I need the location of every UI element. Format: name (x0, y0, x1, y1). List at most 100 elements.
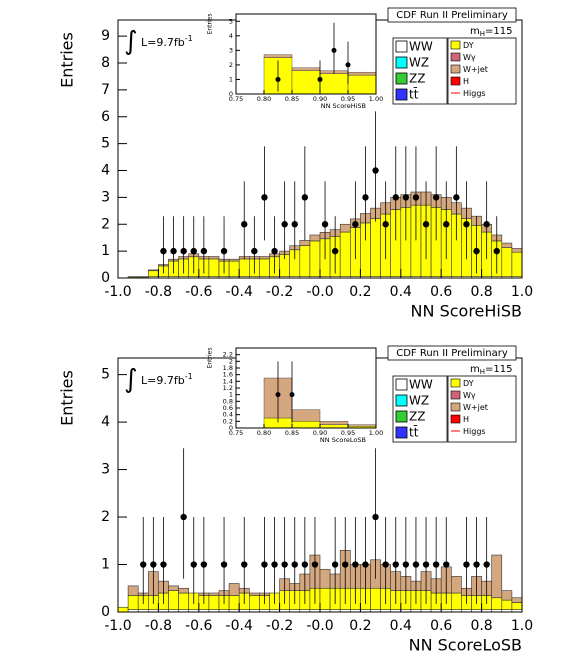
x-tick-label: 0.2 (349, 284, 371, 300)
data-point (317, 76, 323, 82)
x-tick-label: -0.6 (185, 284, 212, 300)
y-tick-label: 3 (229, 46, 233, 54)
data-point (241, 561, 248, 568)
data-point (170, 247, 177, 255)
y-tick-label: 0.8 (223, 397, 233, 405)
histogram-bar (168, 590, 179, 610)
legend-label: H (463, 77, 469, 86)
mass-label: mH=115 (470, 26, 512, 38)
data-point (392, 194, 399, 201)
histogram-bar (319, 421, 349, 425)
mass-sub: H (480, 30, 485, 38)
lumi-base: L=9.7fb (141, 36, 185, 49)
y-tick-label: 2.2 (223, 351, 233, 359)
lumi-sup: -1 (185, 34, 193, 43)
legend-swatch (395, 394, 408, 407)
lumi-base: L=9.7fb (141, 374, 185, 387)
data-point (382, 561, 389, 568)
histogram-bar (370, 587, 381, 610)
x-axis-label: NN ScoreLoSB (409, 636, 522, 655)
y-tick-label: 6 (101, 109, 110, 125)
mass-base: m (470, 26, 480, 37)
data-point (372, 513, 379, 521)
data-point (261, 194, 268, 201)
data-point (352, 561, 359, 568)
data-point (331, 561, 339, 568)
mass-label: mH=115 (470, 364, 512, 376)
data-point (281, 561, 288, 568)
histogram-bar (501, 242, 513, 248)
legend-label: WZ (409, 56, 429, 70)
histogram-bar (208, 256, 220, 260)
data-point (493, 247, 500, 255)
histogram-bar (309, 234, 321, 242)
legend-label: Wγ (463, 53, 476, 62)
data-point (382, 221, 389, 228)
histogram-bar (299, 240, 311, 246)
histogram-bar (339, 223, 351, 233)
histogram-bar (511, 602, 523, 610)
histogram-bar (291, 421, 321, 429)
data-point (301, 561, 309, 568)
data-point (432, 561, 440, 568)
histogram-bar (263, 54, 293, 58)
legend-label: tt̄ (409, 425, 419, 439)
histogram-bar (347, 424, 377, 427)
y-tick-label: 0.4 (223, 411, 233, 419)
x-tick-label: 1.0 (511, 618, 533, 634)
histogram-bar (249, 592, 260, 596)
y-tick-label: 9 (101, 28, 110, 44)
histogram-bar (208, 592, 220, 596)
lumi-sup: -1 (185, 372, 193, 381)
y-tick-label: 2 (101, 509, 110, 525)
y-tick-label: 3 (101, 189, 110, 205)
histogram-bar (228, 583, 240, 596)
y-axis-label: Entries (58, 32, 77, 88)
histogram-bar (228, 260, 240, 277)
mass-rest: =115 (485, 26, 512, 37)
mass-rest: =115 (485, 364, 512, 375)
legend-swatch (395, 410, 408, 423)
y-tick-label: 1.6 (223, 371, 233, 379)
x-tick-label: 0.85 (285, 429, 299, 437)
y-tick-label: 0 (101, 604, 110, 620)
x-tick-label: 1.00 (369, 429, 383, 437)
data-point (281, 221, 288, 228)
x-tick-label: 1.00 (369, 95, 383, 103)
data-point (180, 513, 187, 521)
data-point (463, 221, 470, 228)
legend-label: WZ (409, 394, 429, 408)
data-point (291, 561, 298, 568)
x-tick-label: 0.8 (470, 284, 492, 300)
x-tick-label: 0.80 (257, 95, 271, 103)
data-point (321, 221, 329, 228)
y-tick-label: 1 (101, 243, 110, 259)
data-point (271, 247, 278, 255)
lumi-symbol: ∫ (124, 27, 138, 57)
x-tick-label: 0.4 (390, 618, 412, 634)
legend-swatch (395, 56, 408, 69)
x-tick-label: 0.95 (341, 429, 355, 437)
histogram-bar (450, 592, 462, 610)
data-point (200, 247, 208, 255)
data-point (453, 194, 460, 201)
x-tick-label: 0.90 (313, 429, 327, 437)
histogram-bar (148, 270, 159, 277)
histogram-bar (208, 595, 220, 610)
lumi-symbol: ∫ (124, 365, 138, 395)
x-tick-label: -1.0 (104, 618, 131, 634)
legend-swatch (395, 72, 408, 85)
data-point (352, 221, 359, 228)
data-point (443, 561, 450, 568)
title-box (387, 7, 517, 23)
x-tick-label: -0.0 (306, 284, 333, 300)
x-tick-label: 0.6 (430, 284, 452, 300)
data-point (241, 221, 248, 228)
x-tick-label: 0.2 (349, 618, 371, 634)
histogram-bar (127, 595, 139, 610)
inset-y-label: Entries (207, 348, 214, 369)
title-box (387, 345, 517, 361)
legend-swatch (450, 414, 461, 424)
histogram-bar (501, 599, 513, 610)
y-tick-label: 1 (229, 391, 233, 399)
